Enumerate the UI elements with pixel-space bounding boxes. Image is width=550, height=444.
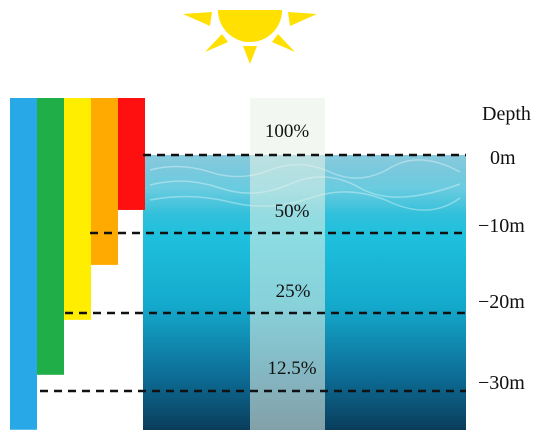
depth-label-30m: −30m	[478, 372, 525, 394]
depth-label-10m: −10m	[478, 215, 525, 237]
light-bar-3	[64, 98, 91, 320]
sun-icon	[183, 10, 317, 64]
percent-label-100: 100%	[265, 121, 310, 142]
percent-label-12-5: 12.5%	[267, 358, 316, 379]
depth-header: Depth	[482, 103, 531, 125]
light-bar-4	[91, 98, 118, 265]
light-bar-2	[37, 98, 64, 375]
depth-label-0m: 0m	[490, 147, 516, 169]
depth-lines	[40, 153, 466, 393]
light-bar-1	[10, 98, 37, 430]
depth-label-20m: −20m	[478, 291, 525, 313]
percent-label-25: 25%	[276, 281, 311, 302]
light-bar-5	[118, 98, 145, 210]
light-intensity-column	[250, 98, 325, 430]
light-bars	[10, 98, 145, 430]
percent-label-50: 50%	[275, 201, 310, 222]
